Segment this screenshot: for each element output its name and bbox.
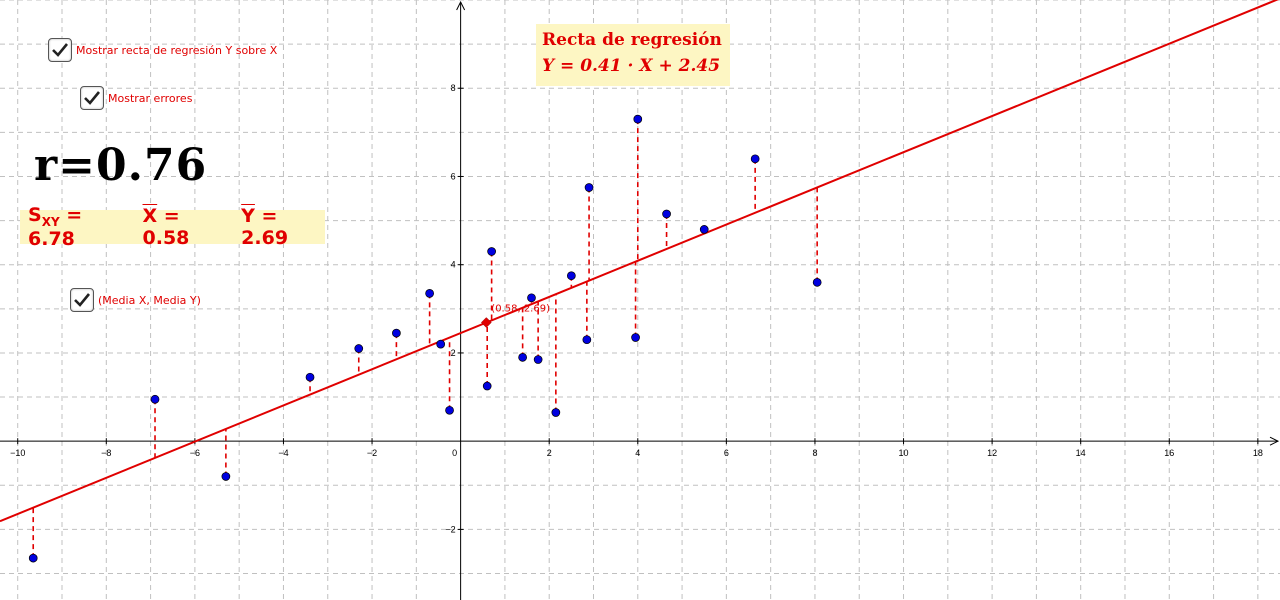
data-point	[392, 328, 401, 338]
x-tick-label: −2	[367, 448, 377, 458]
data-point	[631, 333, 640, 342]
data-point	[445, 405, 454, 415]
x-tick-label: 4	[635, 448, 640, 458]
regression-line-path	[0, 0, 1279, 523]
y-tick-label: 8	[451, 83, 456, 93]
y-axis-arrow	[456, 0, 466, 11]
y-tick-label: 4	[451, 260, 456, 270]
regression-line	[0, 0, 1279, 523]
mean-point: (0.58, 2.69)	[480, 304, 550, 328]
x-tick-label: −6	[190, 448, 200, 458]
data-point	[699, 225, 709, 234]
x-tick-label: −8	[101, 448, 111, 458]
mean-point-label: (0.58, 2.69)	[491, 304, 550, 315]
x-tick-label: −4	[278, 448, 288, 458]
x-axis-arrow	[1269, 436, 1280, 446]
data-point	[482, 381, 492, 391]
checkbox-show-mean-point[interactable]: (Media X, Media Y)	[70, 288, 201, 312]
data-point	[436, 339, 446, 349]
checkmark-icon[interactable]	[70, 288, 94, 312]
checkbox-label: (Media X, Media Y)	[98, 293, 201, 307]
data-point	[566, 271, 576, 281]
statistics-box: SXY = 6.78 X = 0.58 Y = 2.69	[20, 204, 325, 250]
data-point	[487, 247, 496, 256]
data-point	[425, 289, 434, 298]
checkbox-show-errors[interactable]: Mostrar errores	[80, 86, 192, 110]
x-tick-label: 16	[1164, 448, 1174, 458]
data-point	[551, 408, 561, 417]
data-point	[662, 209, 671, 219]
regression-equation-box: Recta de regresión Y = 0.41 · X + 2.45	[536, 24, 730, 86]
x-tick-label: 0	[452, 448, 457, 458]
y-tick-label: −2	[445, 524, 455, 534]
x-tick-label: 18	[1253, 448, 1263, 458]
data-point	[150, 394, 160, 404]
x-tick-label: 10	[899, 448, 909, 458]
checkbox-label: Mostrar recta de regresión Y sobre X	[76, 43, 278, 57]
mean-point-marker	[480, 317, 492, 328]
x-tick-label: 14	[1076, 448, 1086, 458]
y-tick-label: 6	[451, 171, 456, 181]
checkbox-label: Mostrar errores	[108, 91, 193, 105]
tick-labels: −10 −8 −6 −4 −2 0 2 4 6 8 10 12 14 16 18 −2 2 4 6 8	[10, 83, 1263, 534]
data-point	[533, 355, 543, 364]
data-point	[518, 353, 527, 362]
x-tick-label: 2	[547, 448, 552, 458]
data-point	[354, 344, 364, 353]
x-tick-label: 12	[987, 448, 997, 458]
regression-equation: Y = 0.41 · X + 2.45	[542, 56, 721, 76]
data-point	[582, 335, 592, 345]
data-point	[633, 114, 643, 124]
y-tick-label: 2	[451, 348, 456, 358]
mean-y-stat: Y = 2.69	[241, 205, 289, 249]
data-points	[28, 114, 822, 563]
checkmark-icon[interactable]	[80, 86, 104, 110]
x-tick-label: −10	[10, 448, 25, 458]
data-point	[750, 154, 760, 164]
data-point	[221, 472, 231, 481]
covariance-stat: SXY = 6.78	[28, 203, 83, 251]
x-tick-label: 6	[724, 448, 729, 458]
regression-title: Recta de regresión	[542, 30, 722, 50]
correlation-coefficient: r=0.76	[34, 140, 208, 191]
checkmark-icon[interactable]	[48, 38, 72, 62]
x-tick-label: 8	[812, 448, 817, 458]
data-point	[527, 293, 536, 303]
data-point	[305, 372, 315, 382]
data-point	[584, 183, 594, 192]
data-point	[28, 553, 38, 563]
checkbox-show-regression-line[interactable]: Mostrar recta de regresión Y sobre X	[48, 38, 277, 62]
data-point	[812, 278, 822, 287]
mean-x-stat: X = 0.58	[142, 205, 190, 249]
